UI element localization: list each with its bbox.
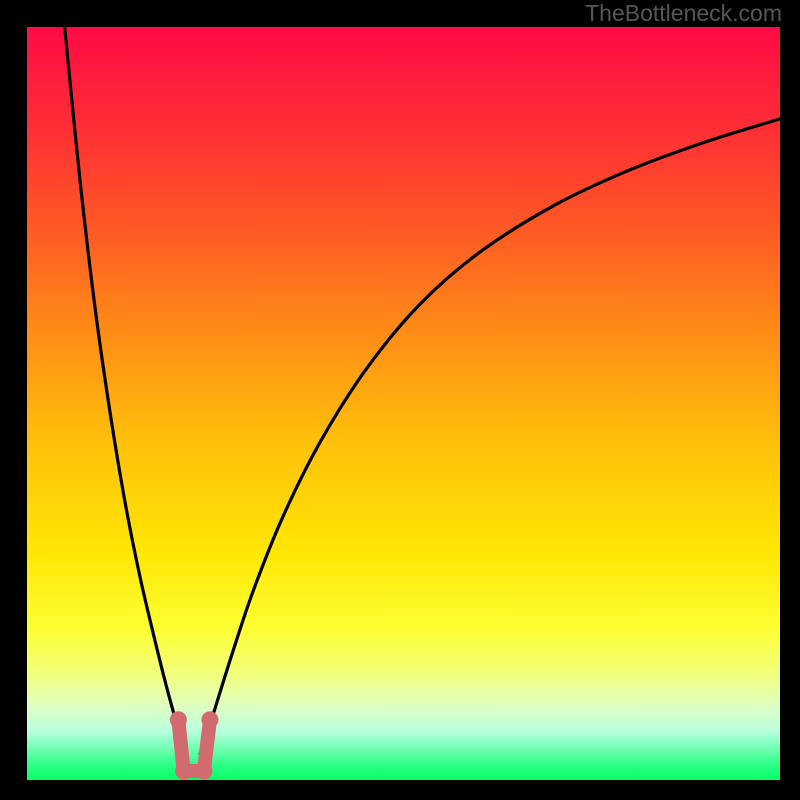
chart-frame: TheBottleneck.com xyxy=(0,0,800,800)
curve-right xyxy=(200,119,780,754)
watermark-text: TheBottleneck.com xyxy=(585,0,782,27)
plot-area xyxy=(27,27,780,780)
marker-cap-br xyxy=(195,762,212,779)
curves-layer xyxy=(27,27,780,780)
marker-cap-tr xyxy=(201,711,218,728)
curve-left xyxy=(65,27,185,754)
marker-cap-tl xyxy=(170,711,187,728)
bottom-marker xyxy=(170,711,219,779)
marker-cap-bl xyxy=(175,762,192,779)
